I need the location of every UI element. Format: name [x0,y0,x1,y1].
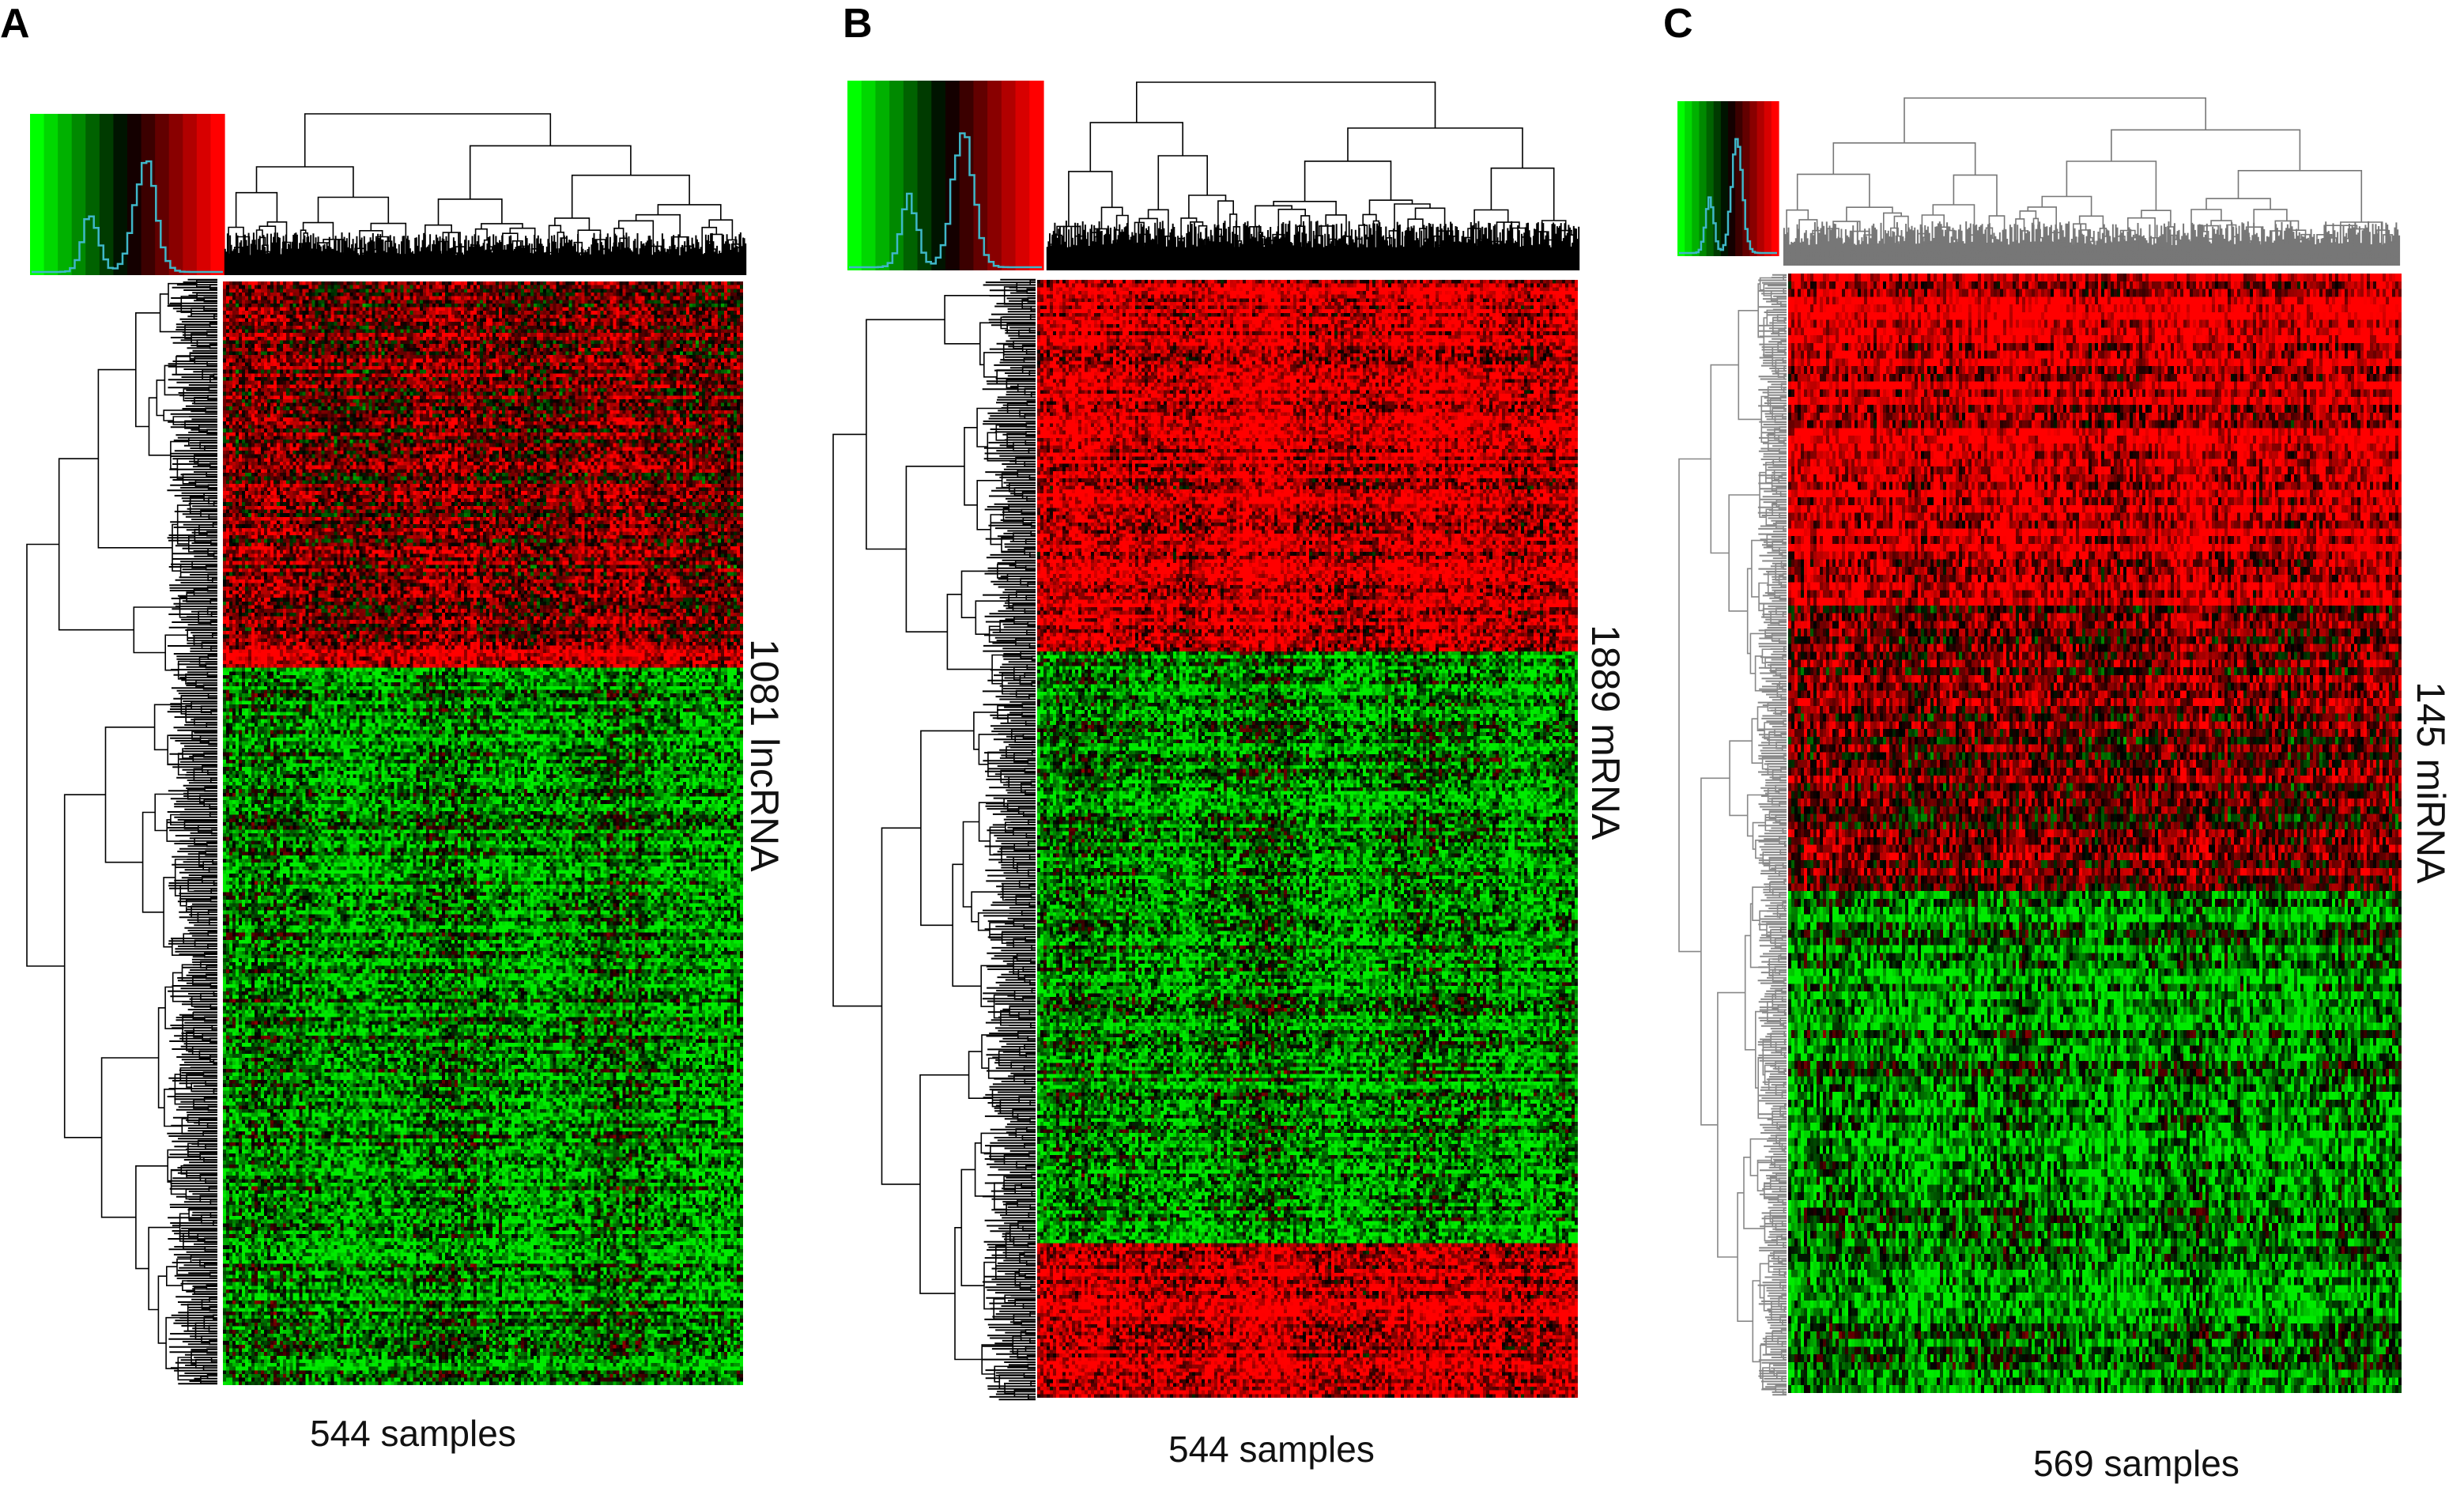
color-key-cell [183,114,198,275]
panel-label-b: B [843,1,873,47]
color-key-cell [1720,101,1729,256]
color-key-cell [1685,101,1692,256]
heatmap-c [1788,274,2402,1393]
heatmap-a [223,281,743,1385]
color-key-a [30,114,225,275]
color-key-cell [43,114,58,275]
dendrogram-branches [1783,97,2400,266]
color-key-cell [127,114,142,275]
dendrogram-branches [1047,81,1579,270]
color-key-cell [973,81,988,270]
color-key-cell [1764,101,1772,256]
color-key-cell [931,81,946,270]
color-key-cell [1728,101,1736,256]
color-key-cell [1706,101,1715,256]
histogram-line [32,160,223,274]
histogram-line [849,132,1042,269]
color-key-cell [1677,101,1685,256]
panel-label-a: A [0,1,30,47]
rows-label-a: 1081 lncRNA [742,639,787,872]
dendrogram-branches [1678,274,1787,1395]
color-key-c [1677,101,1779,256]
color-key-cell [903,81,919,270]
rows-label-b: 1889 mRNA [1583,625,1628,840]
color-key-cell [1699,101,1707,256]
color-key-cell [1029,81,1044,270]
color-key-cell [71,114,86,275]
dendrogram-branches [832,279,1036,1400]
cols-label-c: 569 samples [2033,1443,2239,1484]
color-key-cell [1735,101,1743,256]
color-key-cell [1756,101,1765,256]
row-dendrogram-a [26,278,217,1385]
color-key-cell [210,114,225,275]
color-key-cell [58,114,73,275]
color-key-cell [945,81,960,270]
color-key-cell [1742,101,1751,256]
dendrogram-branches [26,279,217,1384]
color-key-cell [196,114,212,275]
row-dendrogram-c [1678,274,1787,1396]
col-dendrogram-a [224,113,747,275]
color-key-cell [1692,101,1700,256]
color-key-cell [1015,81,1030,270]
color-key-b [847,81,1044,270]
panel-label-c: C [1663,1,1693,47]
heatmap-b [1037,280,1578,1398]
color-key-cell [861,81,877,270]
cols-label-b: 544 samples [1168,1429,1375,1470]
color-key-cell [987,81,1002,270]
row-dendrogram-b [832,278,1036,1401]
dendrogram-branches [225,113,746,275]
cols-label-a: 544 samples [310,1413,516,1454]
color-key-cell [1771,101,1779,256]
color-key-cell [1713,101,1722,256]
color-key-cell [141,114,156,275]
color-key-cell [959,81,975,270]
color-key-cell [168,114,183,275]
color-key-cell [85,114,100,275]
color-key-cell [875,81,890,270]
color-key-cell [99,114,115,275]
color-key-cell [847,81,862,270]
color-key-cell [889,81,904,270]
histogram-line [1679,138,1777,255]
color-key-cell [113,114,128,275]
color-key-cell [30,114,45,275]
col-dendrogram-c [1783,97,2401,266]
col-dendrogram-b [1046,81,1580,270]
rows-label-c: 145 miRNA [2409,681,2453,884]
color-key-cell [1749,101,1758,256]
color-key-cell [155,114,170,275]
color-key-cell [917,81,932,270]
color-key-cell [1001,81,1017,270]
